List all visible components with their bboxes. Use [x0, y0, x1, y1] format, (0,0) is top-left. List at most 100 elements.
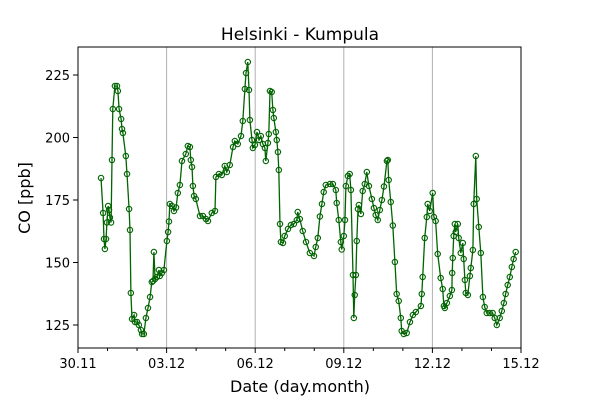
data-point	[344, 172, 352, 180]
data-point	[122, 152, 130, 160]
data-point	[506, 273, 514, 281]
data-point	[341, 216, 349, 224]
data-point	[451, 220, 459, 228]
data-point	[186, 143, 194, 151]
data-point	[242, 69, 250, 77]
y-tick-label: 225	[45, 69, 70, 84]
data-point	[111, 82, 119, 90]
data-point	[365, 182, 373, 190]
data-point	[462, 289, 470, 297]
data-point	[279, 239, 287, 247]
data-point	[299, 227, 306, 235]
data-point	[426, 207, 433, 215]
data-point	[376, 206, 384, 214]
data-point	[172, 204, 180, 211]
data-point	[389, 222, 397, 229]
data-point	[109, 105, 117, 113]
plot-frame	[77, 46, 522, 349]
data-point	[237, 132, 245, 140]
y-axis-label: CO [ppb]	[15, 162, 34, 234]
data-point	[452, 228, 459, 236]
y-tick-label: 200	[45, 132, 70, 147]
data-point	[502, 290, 509, 298]
data-point	[130, 311, 138, 319]
data-point	[397, 314, 405, 322]
data-point	[234, 140, 242, 148]
data-point	[504, 281, 511, 289]
data-point	[123, 170, 131, 178]
data-point	[421, 234, 428, 242]
data-point	[108, 156, 116, 164]
data-point	[316, 213, 324, 220]
data-point	[272, 128, 280, 136]
data-point	[355, 201, 363, 209]
data-point	[275, 166, 283, 174]
x-tick-label: 12.12	[414, 357, 451, 372]
data-point	[406, 318, 414, 326]
data-point	[393, 290, 400, 298]
data-point	[100, 235, 108, 243]
data-point	[454, 220, 462, 228]
data-point	[352, 271, 360, 279]
data-point	[417, 302, 425, 310]
data-point	[486, 309, 493, 317]
series-co	[97, 58, 519, 338]
data-point	[419, 273, 426, 281]
data-point	[119, 129, 127, 137]
data-point	[264, 139, 272, 147]
data-point	[370, 204, 378, 212]
data-point	[114, 87, 122, 95]
data-point	[251, 141, 259, 149]
data-point	[310, 252, 318, 260]
data-point	[464, 291, 472, 299]
data-point	[466, 272, 474, 280]
series-line	[100, 61, 517, 335]
data-point	[204, 217, 212, 225]
data-point	[346, 170, 353, 178]
y-tick-label: 125	[45, 319, 70, 334]
data-point	[329, 180, 337, 188]
data-point	[432, 217, 439, 225]
data-point	[448, 269, 456, 277]
data-point	[150, 248, 158, 256]
data-point	[430, 213, 438, 221]
data-point	[322, 181, 330, 189]
y-tick-label: 150	[45, 257, 70, 272]
data-point	[347, 186, 355, 194]
data-point	[246, 116, 254, 124]
data-point	[380, 183, 388, 190]
data-point	[164, 228, 172, 236]
data-point	[353, 237, 361, 245]
data-point	[349, 271, 357, 279]
data-point	[166, 200, 174, 208]
data-point	[102, 235, 110, 243]
x-tick-label: 09.12	[325, 357, 362, 372]
data-point	[187, 156, 195, 164]
data-point	[479, 293, 487, 301]
data-point	[340, 232, 348, 240]
grid-lines	[166, 47, 433, 348]
data-point	[335, 216, 343, 224]
data-point	[457, 249, 465, 257]
data-point	[496, 314, 503, 322]
data-point	[248, 136, 256, 144]
data-point	[477, 249, 485, 257]
data-point	[306, 249, 314, 257]
data-point	[470, 200, 477, 208]
data-point	[449, 254, 457, 262]
data-point	[337, 238, 345, 246]
data-point	[99, 209, 107, 217]
data-point	[500, 299, 508, 307]
chart-title: Helsinki - Kumpula	[221, 25, 379, 45]
data-point	[176, 181, 184, 189]
data-point	[118, 125, 126, 133]
data-point	[459, 239, 467, 247]
data-point	[189, 182, 197, 190]
data-point	[296, 215, 304, 223]
data-point	[149, 277, 157, 285]
data-point	[226, 161, 234, 169]
data-point	[215, 170, 223, 178]
data-point	[105, 206, 113, 214]
data-point	[333, 199, 340, 207]
